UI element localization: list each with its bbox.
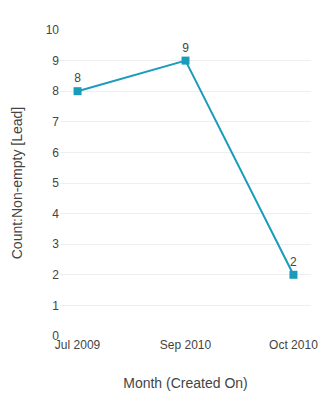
- svg-text:3: 3: [52, 237, 59, 251]
- svg-text:2: 2: [52, 268, 59, 282]
- svg-text:Count:Non-empty [Lead]: Count:Non-empty [Lead]: [9, 107, 25, 260]
- svg-text:5: 5: [52, 176, 59, 190]
- svg-text:7: 7: [52, 115, 59, 129]
- svg-text:8: 8: [52, 84, 59, 98]
- svg-text:Sep 2010: Sep 2010: [160, 338, 212, 352]
- svg-text:2: 2: [290, 255, 297, 269]
- svg-text:1: 1: [52, 299, 59, 313]
- svg-text:0: 0: [52, 329, 59, 343]
- svg-text:Jul 2009: Jul 2009: [55, 338, 101, 352]
- svg-text:6: 6: [52, 146, 59, 160]
- svg-text:Oct 2010: Oct 2010: [269, 338, 318, 352]
- svg-text:4: 4: [52, 207, 59, 221]
- svg-text:Month (Created On): Month (Created On): [123, 375, 248, 391]
- svg-text:9: 9: [182, 41, 189, 55]
- svg-text:9: 9: [52, 54, 59, 68]
- svg-text:8: 8: [74, 71, 81, 85]
- svg-text:10: 10: [46, 23, 60, 37]
